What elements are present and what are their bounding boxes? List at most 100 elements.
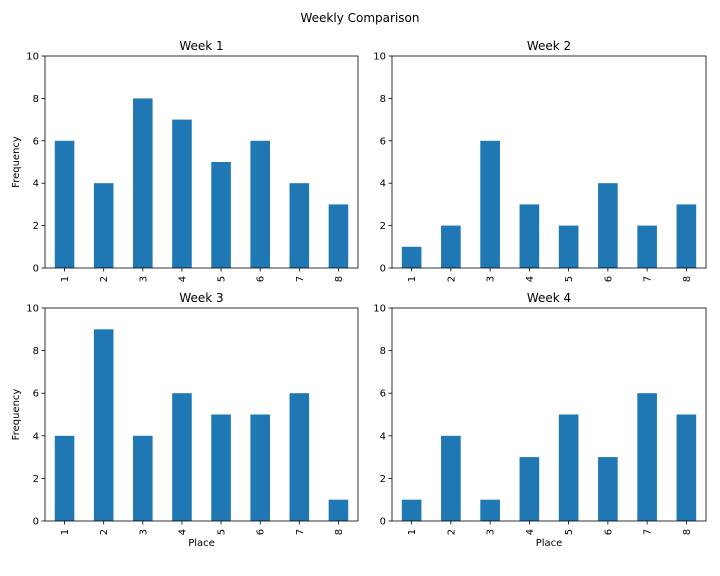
- y-tick-label: 10: [26, 52, 39, 63]
- y-tick-label: 8: [33, 94, 39, 105]
- x-tick-label: 2: [446, 276, 457, 282]
- bar: [133, 435, 153, 521]
- bar: [250, 140, 270, 268]
- axes-frame: [391, 307, 707, 522]
- x-tick-label: 3: [486, 529, 497, 535]
- y-axis-label: Frequency: [11, 389, 22, 441]
- x-tick-label: 6: [256, 529, 267, 535]
- x-axis-label: Place: [188, 538, 215, 549]
- bar: [93, 183, 114, 268]
- bar: [558, 414, 579, 521]
- y-tick-label: 10: [26, 304, 39, 315]
- bar: [598, 183, 618, 268]
- y-tick-label: 0: [33, 264, 39, 275]
- y-tick-label: 10: [373, 52, 386, 63]
- x-tick-label: 1: [60, 529, 71, 535]
- bar: [54, 140, 75, 268]
- x-tick-label: 5: [564, 276, 575, 282]
- bar: [558, 225, 579, 268]
- x-tick-label: 3: [138, 276, 149, 282]
- x-tick-label: 8: [334, 276, 345, 282]
- x-tick-label: 4: [177, 529, 188, 535]
- x-tick-label: 4: [525, 276, 536, 282]
- bar: [676, 204, 697, 268]
- x-tick-label: 6: [256, 276, 267, 282]
- y-tick-label: 8: [380, 94, 386, 105]
- x-tick-label: 7: [643, 529, 654, 535]
- y-tick-label: 8: [380, 346, 386, 357]
- y-tick-label: 6: [380, 136, 386, 147]
- bar: [637, 393, 657, 521]
- y-tick-label: 2: [33, 474, 39, 485]
- bar: [519, 204, 540, 268]
- y-axis-label: Frequency: [11, 136, 22, 188]
- bar: [328, 499, 349, 521]
- y-tick-label: 6: [33, 389, 39, 400]
- axes-frame: [44, 55, 359, 269]
- y-tick-label: 4: [380, 431, 386, 442]
- y-tick-label: 2: [380, 221, 386, 232]
- x-tick-label: 2: [99, 529, 110, 535]
- y-tick-label: 2: [33, 221, 39, 232]
- bar: [480, 140, 500, 268]
- y-tick-label: 0: [380, 517, 386, 528]
- bar: [637, 225, 657, 268]
- bar: [598, 457, 618, 521]
- bar: [172, 393, 192, 521]
- subplot-title: Week 3: [179, 291, 223, 305]
- x-tick-label: 7: [295, 276, 306, 282]
- x-tick-label: 5: [217, 276, 228, 282]
- bar: [289, 393, 310, 521]
- bar: [676, 414, 697, 521]
- y-tick-label: 10: [373, 304, 386, 315]
- x-tick-label: 1: [60, 276, 71, 282]
- figure-title: Weekly Comparison: [301, 11, 420, 25]
- bar: [211, 162, 231, 268]
- axes-frame: [44, 307, 359, 522]
- y-tick-label: 6: [33, 136, 39, 147]
- y-tick-label: 8: [33, 346, 39, 357]
- bar: [93, 329, 114, 521]
- y-tick-label: 4: [33, 431, 39, 442]
- x-axis-label: Place: [536, 538, 563, 549]
- x-tick-label: 6: [603, 529, 614, 535]
- axes-frame: [391, 55, 707, 269]
- y-tick-label: 6: [380, 389, 386, 400]
- x-tick-label: 8: [682, 276, 693, 282]
- y-tick-label: 2: [380, 474, 386, 485]
- x-tick-label: 7: [295, 529, 306, 535]
- subplot-title: Week 4: [527, 291, 571, 305]
- bar: [328, 204, 349, 268]
- bar: [401, 499, 422, 521]
- x-tick-label: 5: [217, 529, 228, 535]
- subplot-title: Week 2: [527, 39, 571, 53]
- bar: [211, 414, 231, 521]
- subplot-title: Week 1: [179, 39, 223, 53]
- y-tick-label: 4: [380, 179, 386, 190]
- x-tick-label: 3: [486, 276, 497, 282]
- bar: [441, 225, 461, 268]
- bar: [289, 183, 310, 268]
- y-tick-label: 4: [33, 179, 39, 190]
- bar: [401, 246, 422, 268]
- x-tick-label: 2: [99, 276, 110, 282]
- bar: [54, 435, 75, 521]
- bar: [519, 457, 540, 521]
- x-tick-label: 8: [682, 529, 693, 535]
- x-tick-label: 1: [407, 529, 418, 535]
- x-tick-label: 4: [525, 529, 536, 535]
- bar: [250, 414, 270, 521]
- bar: [480, 499, 500, 521]
- x-tick-label: 3: [138, 529, 149, 535]
- x-tick-label: 2: [446, 529, 457, 535]
- x-tick-label: 6: [603, 276, 614, 282]
- y-tick-label: 0: [33, 517, 39, 528]
- x-tick-label: 8: [334, 529, 345, 535]
- x-tick-label: 4: [177, 276, 188, 282]
- bar: [172, 119, 192, 268]
